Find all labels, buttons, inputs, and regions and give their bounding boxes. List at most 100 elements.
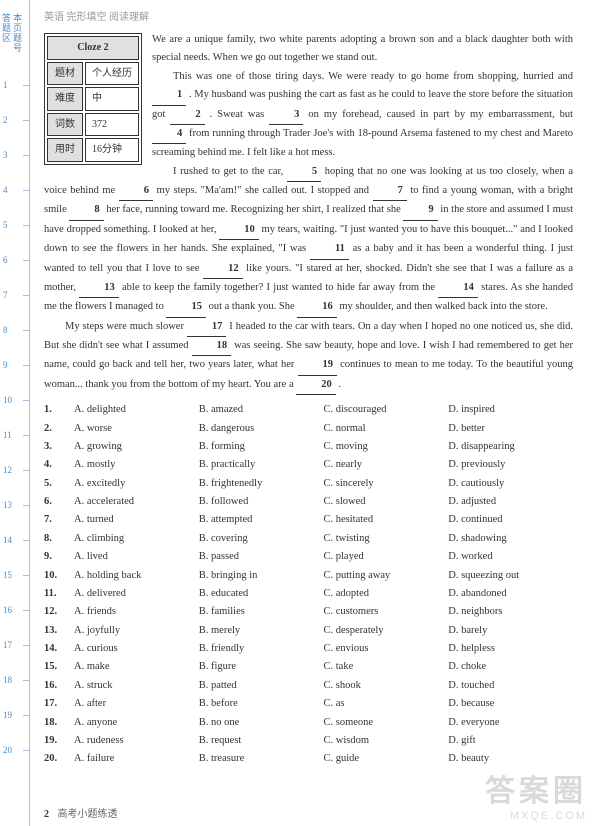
tick-number: 7 [3, 290, 27, 300]
choice-c: C. wisdom [324, 732, 449, 750]
choice-num: 7. [44, 511, 74, 529]
choices-list: 1.A. delightedB. amazedC. discouragedD. … [44, 401, 573, 769]
choice-a: A. delighted [74, 401, 199, 419]
choice-d: D. barely [448, 622, 573, 640]
tick-number: 17 [3, 640, 27, 650]
choice-d: D. touched [448, 677, 573, 695]
blank: 3 [269, 106, 303, 125]
tick-number: 5 [3, 220, 27, 230]
txt: on my forehead, caused in part by my emb… [303, 109, 573, 120]
choice-d: D. neighbors [448, 603, 573, 621]
choice-b: B. figure [199, 658, 324, 676]
txt: . [336, 379, 341, 390]
blank: 17 [187, 318, 227, 337]
choice-num: 10. [44, 567, 74, 585]
tick-number: 8 [3, 325, 27, 335]
choice-row: 18.A. anyoneB. no oneC. someoneD. everyo… [44, 714, 573, 732]
choice-c: C. desperately [324, 622, 449, 640]
choice-row: 13.A. joyfullyB. merelyC. desperatelyD. … [44, 622, 573, 640]
txt: My steps were much slower [65, 321, 187, 332]
choice-row: 4.A. mostlyB. practicallyC. nearlyD. pre… [44, 456, 573, 474]
blank: 1 [152, 86, 186, 105]
footer-title: 高考小题练透 [58, 809, 118, 820]
choice-b: B. attempted [199, 511, 324, 529]
choice-d: D. worked [448, 548, 573, 566]
choice-row: 20.A. failureB. treasureC. guideD. beaut… [44, 750, 573, 768]
choice-c: C. putting away [324, 567, 449, 585]
info-label: 难度 [47, 87, 83, 111]
info-val: 个人经历 [85, 62, 139, 86]
txt: I rushed to get to the car, [173, 166, 287, 177]
tick-number: 9 [3, 360, 27, 370]
main-content: 英语 完形填空 阅读理解 Cloze 2 题材个人经历 难度中 词数372 用时… [30, 0, 593, 826]
blank: 8 [69, 201, 103, 220]
blank: 12 [203, 260, 243, 279]
choice-a: A. accelerated [74, 493, 199, 511]
choice-d: D. gift [448, 732, 573, 750]
choice-num: 14. [44, 640, 74, 658]
choice-a: A. friends [74, 603, 199, 621]
choice-num: 15. [44, 658, 74, 676]
blank: 16 [297, 298, 337, 317]
blank: 4 [152, 125, 186, 144]
choice-row: 12.A. friendsB. familiesC. customersD. n… [44, 603, 573, 621]
choice-a: A. anyone [74, 714, 199, 732]
choice-c: C. twisting [324, 530, 449, 548]
choice-d: D. everyone [448, 714, 573, 732]
choice-c: C. adopted [324, 585, 449, 603]
choice-num: 17. [44, 695, 74, 713]
choice-b: B. treasure [199, 750, 324, 768]
choice-b: B. friendly [199, 640, 324, 658]
choice-a: A. make [74, 658, 199, 676]
blank: 15 [166, 298, 206, 317]
choice-b: B. merely [199, 622, 324, 640]
choice-num: 11. [44, 585, 74, 603]
choice-c: C. guide [324, 750, 449, 768]
blank: 2 [170, 106, 204, 125]
choice-row: 3.A. growingB. formingC. movingD. disapp… [44, 438, 573, 456]
choice-c: C. normal [324, 420, 449, 438]
blank: 11 [310, 240, 349, 259]
info-val: 中 [85, 87, 139, 111]
choice-num: 6. [44, 493, 74, 511]
cloze-passage: Cloze 2 题材个人经历 难度中 词数372 用时16分钟 We are a… [44, 31, 573, 395]
tick-area: 1234567891011121314151617181920 [0, 80, 29, 796]
blank: 6 [119, 182, 153, 201]
choice-row: 16.A. struckB. pattedC. shookD. touched [44, 677, 573, 695]
info-label: 题材 [47, 62, 83, 86]
choice-num: 8. [44, 530, 74, 548]
choice-b: B. dangerous [199, 420, 324, 438]
choice-num: 1. [44, 401, 74, 419]
choice-a: A. rudeness [74, 732, 199, 750]
choice-a: A. failure [74, 750, 199, 768]
choice-row: 14.A. curiousB. friendlyC. enviousD. hel… [44, 640, 573, 658]
tick-number: 13 [3, 500, 27, 510]
blank: 10 [219, 221, 259, 240]
txt: my shoulder, and then walked back into t… [337, 301, 548, 312]
choice-row: 11.A. deliveredB. educatedC. adoptedD. a… [44, 585, 573, 603]
tick-number: 19 [3, 710, 27, 720]
choice-d: D. shadowing [448, 530, 573, 548]
choice-num: 3. [44, 438, 74, 456]
choice-a: A. worse [74, 420, 199, 438]
p1: We are a unique family, two white parent… [152, 34, 573, 63]
choice-a: A. joyfully [74, 622, 199, 640]
choice-d: D. disappearing [448, 438, 573, 456]
info-val: 372 [85, 113, 139, 137]
choice-c: C. as [324, 695, 449, 713]
txt: This was one of those tiring days. We we… [173, 71, 573, 82]
choice-d: D. helpless [448, 640, 573, 658]
answer-sidebar: 答 题 区 本 页 题 号 12345678910111213141516171… [0, 0, 30, 826]
choice-b: B. educated [199, 585, 324, 603]
blank: 13 [79, 279, 119, 298]
choice-a: A. struck [74, 677, 199, 695]
txt: her face, running toward me. Recognizing… [104, 204, 404, 215]
side-char: 区 [2, 34, 11, 44]
choice-c: C. shook [324, 677, 449, 695]
blank: 14 [438, 279, 478, 298]
choice-b: B. no one [199, 714, 324, 732]
choice-row: 19.A. rudenessB. requestC. wisdomD. gift [44, 732, 573, 750]
choice-c: C. customers [324, 603, 449, 621]
choice-a: A. holding back [74, 567, 199, 585]
info-val: 16分钟 [85, 138, 139, 162]
